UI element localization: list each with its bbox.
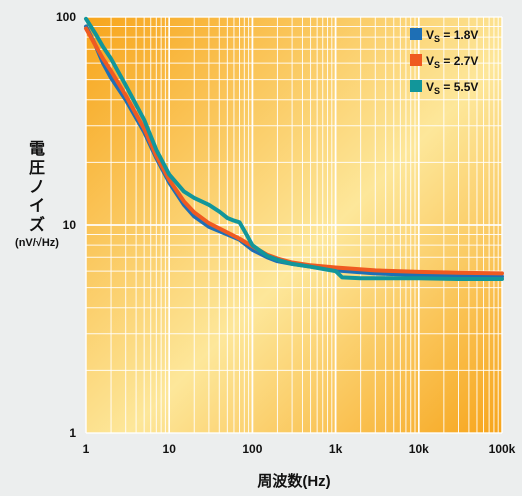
legend-swatch (410, 54, 422, 66)
x-tick-label: 10k (409, 442, 429, 456)
y-axis-label-char: ズ (28, 217, 45, 234)
x-tick-label: 1 (83, 442, 90, 456)
tick-labels: 1 10 100 1k 10k 100k 1 10 100 (56, 10, 516, 456)
y-tick-label: 10 (63, 218, 77, 232)
x-tick-label: 10 (163, 442, 177, 456)
legend-swatch (410, 80, 422, 92)
series-lines (84, 16, 504, 281)
legend-label: VS = 2.7V (426, 54, 478, 70)
y-tick-label: 1 (69, 426, 76, 440)
legend-label: VS = 1.8V (426, 28, 478, 44)
y-axis-unit: (nV/√Hz) (15, 237, 59, 249)
y-axis-label-char: 電 (28, 141, 45, 158)
legend-label: VS = 5.5V (426, 80, 478, 96)
series-line (84, 26, 504, 276)
y-axis-label-char: 圧 (28, 160, 45, 177)
y-tick-label: 100 (56, 10, 76, 24)
x-tick-label: 1k (329, 442, 343, 456)
y-axis-label-char: ノ (28, 179, 45, 196)
legend-swatch (410, 28, 422, 40)
x-axis-label: 周波数(Hz) (257, 473, 331, 490)
series-line (84, 16, 504, 281)
x-tick-label: 100 (242, 442, 262, 456)
y-axis-label-char: イ (28, 198, 45, 215)
legend: VS = 1.8V VS = 2.7V VS = 5.5V (410, 28, 478, 96)
x-tick-label: 100k (489, 442, 516, 456)
y-axis-label: 電 圧 ノ イ ズ (nV/√Hz) (2, 140, 72, 249)
